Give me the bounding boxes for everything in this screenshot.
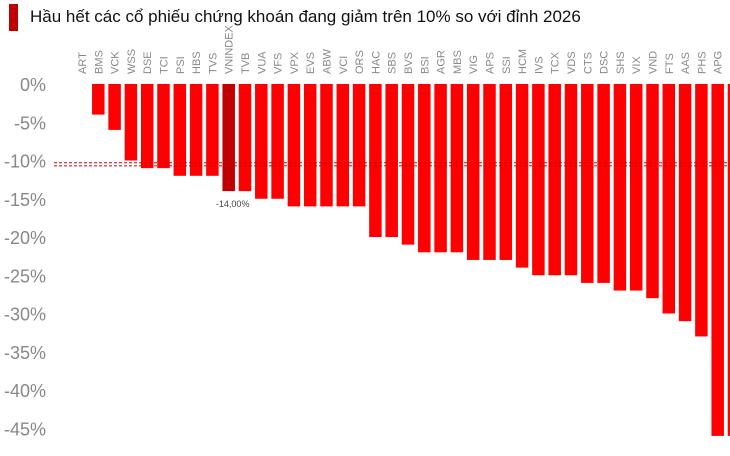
category-label: WSS bbox=[126, 49, 138, 74]
category-label: TCX bbox=[550, 51, 562, 74]
category-label: IVS bbox=[533, 56, 545, 74]
category-label: HAC bbox=[370, 51, 382, 74]
category-label: VDS bbox=[566, 51, 578, 74]
y-tick-label: -15% bbox=[4, 190, 46, 210]
reference-line-group bbox=[54, 162, 730, 167]
bar-vfs bbox=[271, 84, 284, 199]
category-label: PHS bbox=[696, 51, 708, 74]
bar-ors bbox=[352, 84, 366, 207]
bar-phs bbox=[695, 84, 708, 337]
bar-ivs bbox=[532, 84, 545, 276]
category-label: SSI bbox=[501, 56, 513, 74]
category-label: EVS bbox=[305, 52, 317, 74]
category-label: BMS bbox=[93, 50, 105, 74]
bar-ssi bbox=[499, 84, 513, 260]
category-label: SHS bbox=[615, 51, 627, 74]
bar-abw bbox=[320, 84, 333, 207]
bar-apg bbox=[711, 84, 724, 436]
category-label: BSI bbox=[419, 56, 431, 74]
bar-vnd bbox=[646, 84, 659, 299]
bar-psi bbox=[173, 84, 187, 176]
bar-vig bbox=[466, 84, 480, 260]
bar-tci bbox=[157, 84, 170, 169]
bar-vpx bbox=[287, 84, 301, 207]
y-tick-label: -10% bbox=[4, 152, 46, 172]
chart-title: Hầu hết các cổ phiếu chứng khoán đang gi… bbox=[30, 7, 581, 26]
bar-bsi bbox=[418, 84, 431, 253]
category-label: VCK bbox=[110, 51, 122, 74]
y-tick-label: -5% bbox=[14, 113, 46, 133]
bar-dsc bbox=[597, 84, 610, 283]
bar-hbs bbox=[189, 84, 203, 176]
category-label: TVS bbox=[207, 53, 219, 74]
category-label: VIX bbox=[631, 56, 643, 74]
category-label: FTS bbox=[664, 53, 676, 74]
bar-tvs bbox=[206, 84, 219, 176]
y-tick-label: -25% bbox=[4, 266, 46, 286]
category-label: DSE bbox=[142, 51, 154, 74]
category-label: VUA bbox=[256, 51, 268, 74]
bar-bvs bbox=[401, 84, 415, 245]
bar-hac bbox=[369, 84, 382, 237]
category-label: ABW bbox=[322, 48, 334, 74]
category-label: APS bbox=[485, 52, 497, 74]
annotations: -14,00% bbox=[216, 199, 250, 209]
bar-bms bbox=[92, 84, 105, 115]
bars bbox=[92, 84, 730, 436]
category-label: CTS bbox=[582, 52, 594, 74]
y-tick-label: -20% bbox=[4, 228, 46, 248]
bar-dse bbox=[140, 84, 154, 169]
bar-wss bbox=[124, 84, 138, 161]
bar-csi bbox=[727, 84, 730, 436]
category-label: VND bbox=[648, 51, 660, 74]
category-label: ORS bbox=[354, 50, 366, 74]
bar-tcx bbox=[548, 84, 561, 276]
bar-vix bbox=[629, 84, 643, 291]
category-label: BVS bbox=[403, 52, 415, 74]
title-marker bbox=[9, 4, 18, 31]
bar-aas bbox=[678, 84, 692, 322]
bar-fts bbox=[662, 84, 676, 314]
category-label: VCI bbox=[338, 56, 350, 74]
category-label: HCM bbox=[517, 49, 529, 74]
bar-mbs bbox=[450, 84, 464, 253]
category-label: ART bbox=[77, 52, 89, 74]
category-label: VPX bbox=[289, 51, 301, 74]
bar-vua bbox=[255, 84, 268, 199]
bar-hcm bbox=[515, 84, 529, 268]
category-label: VNINDEX bbox=[224, 24, 236, 74]
y-tick-label: -30% bbox=[4, 305, 46, 325]
category-label: TCI bbox=[159, 56, 171, 74]
category-label: TVB bbox=[240, 53, 252, 74]
category-label: DSC bbox=[599, 51, 611, 74]
bar-vnindex bbox=[222, 84, 235, 192]
category-label: VFS bbox=[273, 53, 285, 74]
bar-aps bbox=[483, 84, 496, 260]
category-label: VIG bbox=[468, 55, 480, 74]
category-labels: ART BMS VCK WSS DSE TCI PSI HBS TVS VNINDEX TVB VUA… bbox=[77, 24, 730, 74]
data-label-vnindex: -14,00% bbox=[216, 199, 250, 209]
bar-agr bbox=[434, 84, 447, 253]
y-tick-label: -45% bbox=[4, 419, 46, 439]
category-label: AGR bbox=[436, 50, 448, 74]
category-label: AAS bbox=[680, 52, 692, 74]
bar-vci bbox=[336, 84, 350, 207]
category-label: APG bbox=[713, 51, 725, 74]
bar-vds bbox=[564, 84, 578, 276]
bar-shs bbox=[613, 84, 627, 291]
bar-evs bbox=[303, 84, 317, 207]
category-label: SBS bbox=[387, 52, 399, 74]
y-tick-label: -35% bbox=[4, 343, 46, 363]
bar-vck bbox=[108, 84, 121, 130]
category-label: MBS bbox=[452, 50, 464, 74]
bar-cts bbox=[581, 84, 594, 283]
bar-sbs bbox=[385, 84, 398, 237]
y-tick-label: -40% bbox=[4, 381, 46, 401]
y-tick-label: 0% bbox=[20, 75, 46, 95]
y-axis: 0% -5% -10% -15% -20% -25% -30% -35% -40% -45% bbox=[4, 75, 46, 439]
category-label: PSI bbox=[175, 56, 187, 74]
bar-tvb bbox=[238, 84, 252, 192]
category-label: HBS bbox=[191, 51, 203, 74]
